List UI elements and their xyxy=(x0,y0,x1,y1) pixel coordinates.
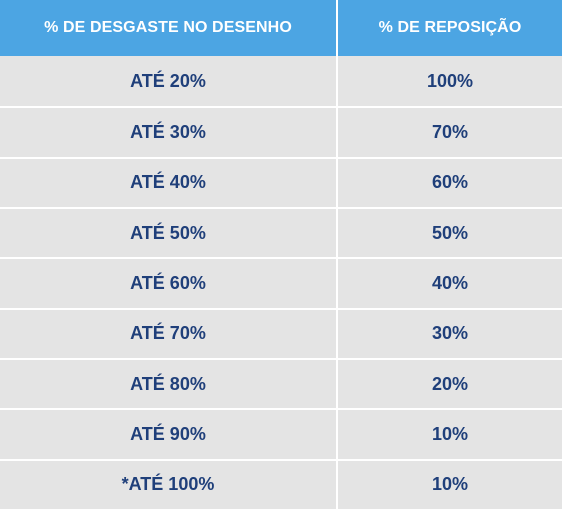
table-row: ATÉ 50% 50% xyxy=(0,206,562,258)
replacement-cell: 40% xyxy=(336,259,562,308)
wear-cell: ATÉ 30% xyxy=(130,121,206,142)
table-row: ATÉ 60% 40% xyxy=(0,257,562,308)
header-wear-percentage: % DE DESGASTE NO DESENHO xyxy=(44,19,292,36)
replacement-cell: 60% xyxy=(336,158,562,207)
table-row: ATÉ 70% 30% xyxy=(0,307,562,358)
table-row: ATÉ 80% 20% xyxy=(0,357,562,409)
wear-cell: ATÉ 20% xyxy=(130,70,206,91)
table-row: ATÉ 90% 10% xyxy=(0,408,562,459)
wear-cell: ATÉ 70% xyxy=(130,323,206,344)
table-body: ATÉ 20% 100% ATÉ 30% 70% ATÉ 40% 60% ATÉ… xyxy=(0,56,562,509)
wear-cell: ATÉ 80% xyxy=(130,373,206,394)
wear-cell: ATÉ 60% xyxy=(130,272,206,293)
replacement-cell: 10% xyxy=(336,460,562,509)
replacement-cell: 20% xyxy=(336,359,562,409)
table-header-row: % DE DESGASTE NO DESENHO % DE REPOSIÇÃO xyxy=(0,0,562,56)
replacement-cell: 100% xyxy=(336,56,562,107)
table-row: *ATÉ 100% 10% xyxy=(0,458,562,509)
table-row: ATÉ 40% 60% xyxy=(0,156,562,207)
table-row: ATÉ 20% 100% xyxy=(0,56,562,107)
wear-cell: ATÉ 50% xyxy=(130,222,206,243)
wear-cell: ATÉ 40% xyxy=(130,172,206,193)
replacement-cell: 30% xyxy=(336,309,562,358)
wear-cell: *ATÉ 100% xyxy=(121,474,215,495)
replacement-cell: 50% xyxy=(336,208,562,258)
replacement-cell: 10% xyxy=(336,410,562,459)
header-replacement-percentage: % DE REPOSIÇÃO xyxy=(336,0,562,56)
wear-cell: ATÉ 90% xyxy=(130,423,206,444)
table-row: ATÉ 30% 70% xyxy=(0,106,562,157)
replacement-cell: 70% xyxy=(336,108,562,157)
